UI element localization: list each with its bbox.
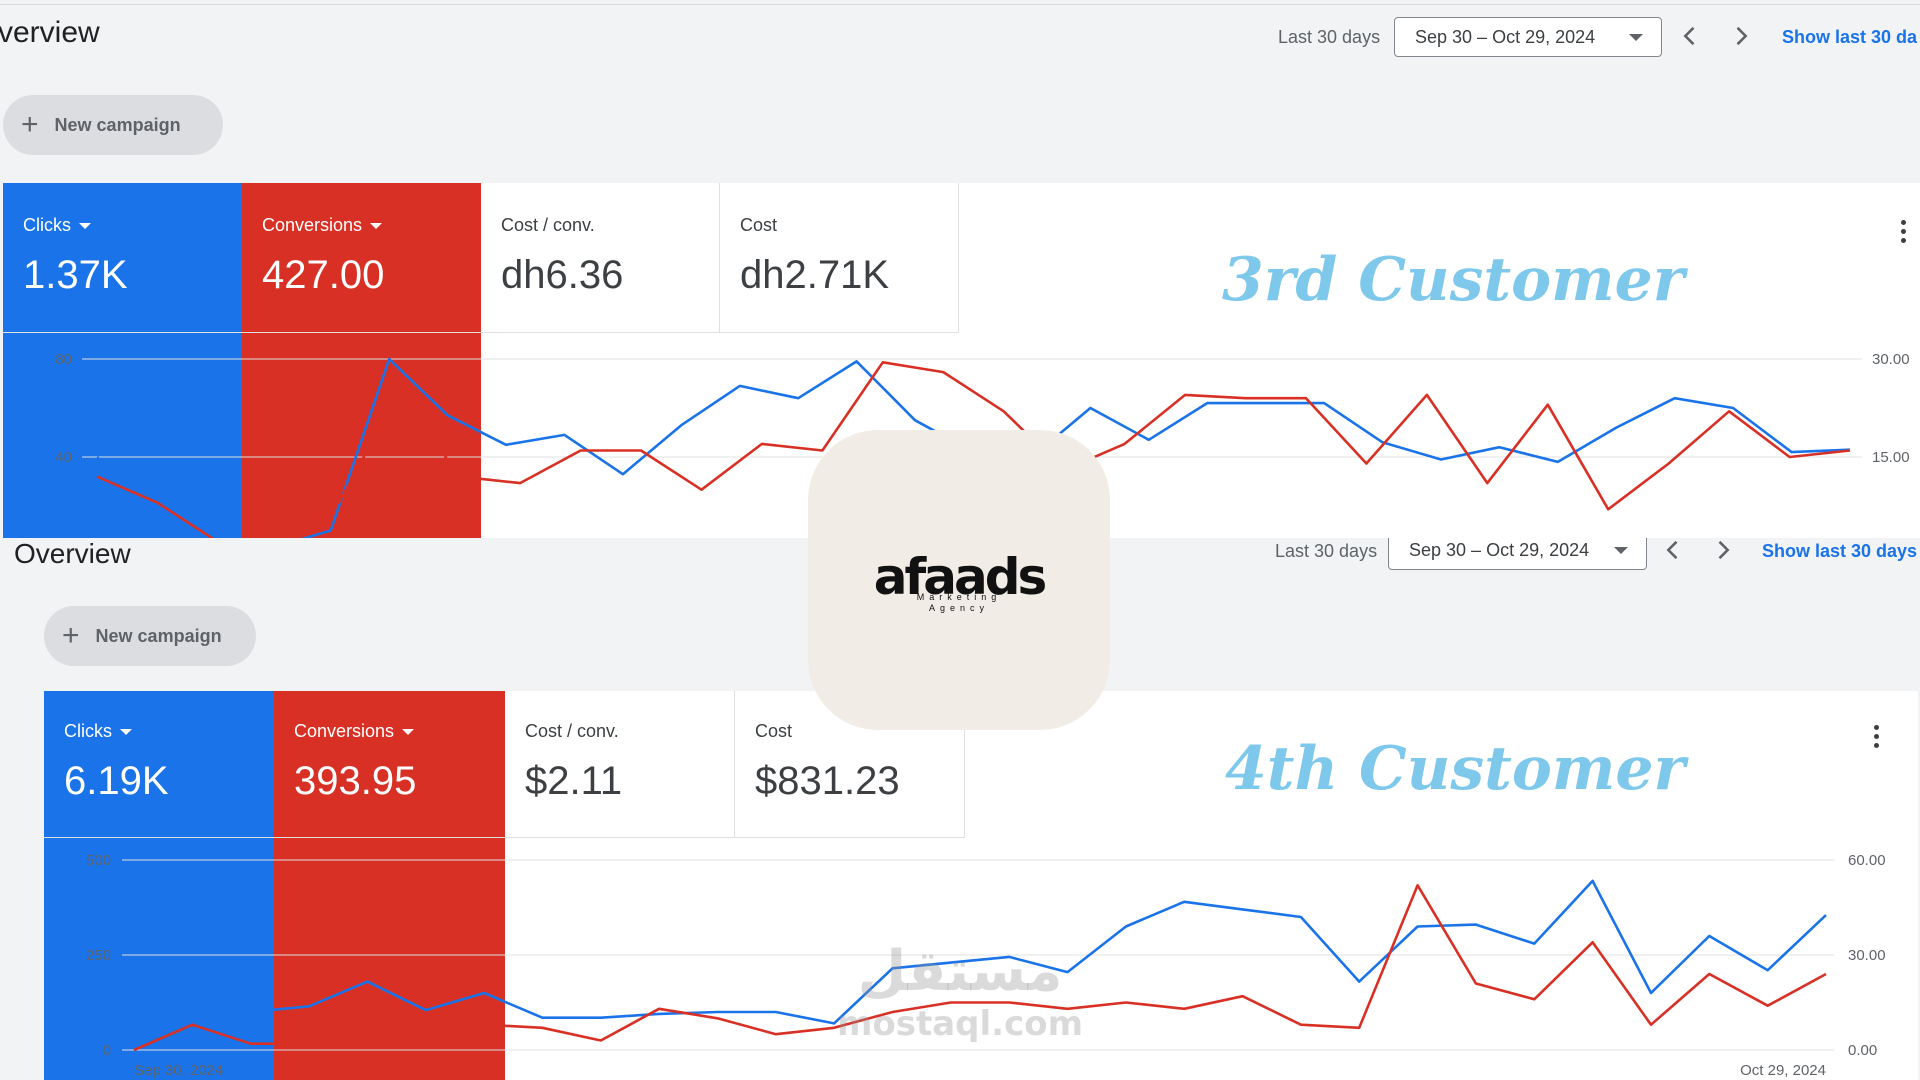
chevron-left-icon[interactable] (1676, 22, 1704, 50)
plus-icon: + (21, 108, 39, 141)
new-campaign-label: New campaign (54, 114, 181, 135)
chevron-right-icon[interactable] (1727, 22, 1755, 50)
tile-label: Conversions (262, 215, 363, 235)
show-last-30-days-link[interactable]: Show last 30 da (1782, 27, 1918, 47)
customer-label: 3rd Customer (1222, 245, 1685, 315)
tile-value: 393.95 (294, 759, 417, 803)
tile-cost-per-conv[interactable]: Cost / conv. $2.11 (505, 691, 735, 837)
logo-wordmark: afaads (873, 548, 1048, 606)
page-title: verview (0, 16, 100, 49)
plus-icon: + (62, 619, 80, 652)
y-left-tick-label: 40 (55, 449, 72, 466)
y-left-tick-label: 80 (55, 351, 72, 368)
y-left-tick-label: 500 (86, 852, 111, 869)
dropdown-icon[interactable] (402, 729, 415, 736)
top-divider (0, 4, 1920, 5)
x-tick-label: Sep 30, 2024 (134, 1062, 223, 1079)
tile-label: Clicks (23, 215, 71, 235)
customer-label: 4th Customer (1225, 734, 1686, 804)
agency-logo: afaads Marketing Agency (808, 430, 1110, 730)
tile-divider (3, 332, 959, 333)
dropdown-icon[interactable] (370, 223, 383, 230)
tile-cost-per-conv[interactable]: Cost / conv. dh6.36 (481, 183, 720, 332)
chevron-down-icon (1629, 34, 1643, 41)
y-left-tick-label: 0 (103, 1042, 111, 1059)
tile-label: Conversions (294, 721, 395, 741)
chevron-down-icon (1614, 547, 1628, 554)
tile-label: Cost (740, 215, 778, 235)
tile-label: Clicks (64, 721, 112, 741)
tile-value: 6.19K (64, 759, 169, 803)
date-range-select[interactable]: Sep 30 – Oct 29, 2024 (1394, 17, 1662, 57)
more-options-icon[interactable] (1901, 220, 1907, 247)
x-tick-label: Oct 29, 2024 (1740, 1062, 1826, 1079)
tile-value: $2.11 (525, 759, 623, 803)
range-label: Last 30 days (1278, 27, 1381, 47)
tile-cost[interactable]: Cost $831.23 (735, 691, 965, 837)
tile-cost[interactable]: Cost dh2.71K (720, 183, 959, 332)
y-right-tick-label: 30.00 (1848, 947, 1886, 964)
series-line-conversions (96, 360, 1851, 538)
tile-value: 427.00 (262, 253, 385, 297)
tile-label: Cost / conv. (501, 215, 595, 235)
page-title: Overview (14, 538, 131, 569)
dropdown-icon[interactable] (79, 223, 91, 230)
tile-conversions[interactable]: Conversions 427.00 (242, 183, 481, 538)
tile-divider (44, 837, 965, 838)
y-left-tick-label: 250 (86, 947, 111, 964)
date-range-value: Sep 30 – Oct 29, 2024 (1409, 539, 1590, 560)
performance-chart: 500 60.00 250 30.00 0 0.00 Sep 30, 2024 Oct 29,… (86, 852, 1886, 1079)
tile-value: $831.23 (755, 759, 900, 803)
more-options-icon[interactable] (1874, 725, 1880, 752)
new-campaign-button[interactable]: + New campaign (44, 606, 256, 666)
date-range-select[interactable]: Sep 30 – Oct 29, 2024 (1388, 538, 1647, 570)
tile-value: dh6.36 (501, 253, 624, 297)
tile-label: Cost (755, 721, 793, 741)
tile-value: 1.37K (23, 253, 128, 297)
range-label: Last 30 days (1275, 541, 1378, 561)
chevron-right-icon[interactable] (1709, 538, 1737, 564)
dropdown-icon[interactable] (120, 729, 132, 736)
y-right-tick-label: 30.00 (1872, 351, 1910, 368)
tile-value: dh2.71K (740, 253, 890, 297)
logo-tagline-1: Marketing (916, 592, 1002, 602)
y-right-tick-label: 60.00 (1848, 852, 1886, 869)
show-last-30-days-link[interactable]: Show last 30 days (1762, 541, 1918, 561)
series-line-clicks (133, 879, 1827, 1052)
new-campaign-label: New campaign (95, 625, 222, 646)
tile-label: Cost / conv. (525, 721, 619, 741)
new-campaign-button[interactable]: + New campaign (3, 95, 223, 155)
overview-panel-2: Overview Last 30 days Sep 30 – Oct 29, 2… (0, 538, 1920, 1080)
watermark-latin: mostaql.com (836, 1004, 1084, 1044)
date-range-value: Sep 30 – Oct 29, 2024 (1415, 26, 1596, 47)
logo-tagline-2: Agency (928, 603, 990, 613)
series-line-conversions (133, 883, 1827, 1052)
y-right-tick-label: 15.00 (1872, 449, 1910, 466)
watermark: مستقل mostaql.com (800, 939, 1120, 1045)
tile-conversions[interactable]: Conversions 393.95 (274, 691, 505, 1080)
chevron-left-icon[interactable] (1659, 538, 1687, 564)
y-right-tick-label: 0.00 (1848, 1042, 1877, 1059)
watermark-arabic: مستقل (857, 939, 1063, 1004)
